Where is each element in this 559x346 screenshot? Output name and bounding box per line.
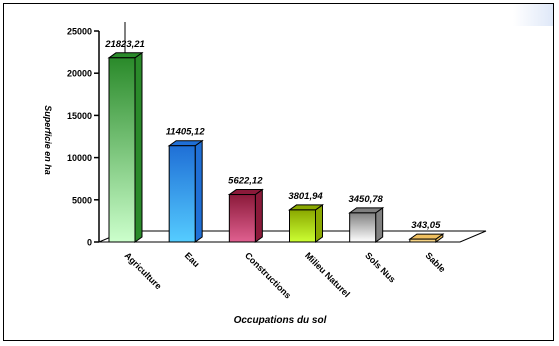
x-tick-label: Eau <box>183 250 202 269</box>
window-corner-tint <box>513 4 553 26</box>
chart-frame <box>3 3 554 341</box>
x-tick-label: Agriculture <box>123 250 164 291</box>
bar-front <box>409 238 437 243</box>
bar-sable <box>408 233 445 243</box>
y-tick-label: 20000 <box>67 69 92 79</box>
value-label: 21823,21 <box>104 39 145 50</box>
bar-side <box>315 203 323 243</box>
bar-front <box>349 212 377 243</box>
bar-eau <box>167 139 204 243</box>
bar-side <box>134 51 143 243</box>
x-tick-label: Sable <box>423 250 447 274</box>
x-tick-label: Sols Nus <box>363 250 397 284</box>
bar-sols-nus <box>348 206 385 243</box>
bars <box>107 51 445 243</box>
value-label: 343,05 <box>411 220 441 231</box>
bar-milieu-naturel <box>287 203 325 243</box>
bar-side <box>375 206 384 243</box>
x-tick-label: Constructions <box>243 250 293 300</box>
x-axis-label: Occupations du sol <box>234 315 327 326</box>
bar-constructions <box>227 188 264 243</box>
y-tick-label: 10000 <box>67 153 92 163</box>
y-tick-label: 5000 <box>72 195 92 205</box>
bar-side <box>194 139 203 243</box>
x-tick-label: Milieu Naturel <box>303 250 352 299</box>
value-label: 5622,12 <box>228 176 263 187</box>
y-tick-label: 25000 <box>67 27 92 37</box>
y-axis-label: Superficie en ha <box>43 105 53 175</box>
bar-front <box>289 209 316 243</box>
bar-front <box>108 57 136 243</box>
value-label: 3450,78 <box>348 194 383 205</box>
value-label: 3801,94 <box>288 191 323 202</box>
bar-front <box>168 145 196 243</box>
value-label: 11405,12 <box>166 127 206 138</box>
bar-agriculture <box>107 51 144 243</box>
bar-side <box>254 188 263 243</box>
labels: 21823,21 Agriculture 11405,12 Eau 5622,12 Con… <box>104 39 447 301</box>
y-tick-label: 0 <box>87 238 92 248</box>
y-tick-label: 15000 <box>67 111 92 121</box>
bar-front <box>228 194 256 243</box>
